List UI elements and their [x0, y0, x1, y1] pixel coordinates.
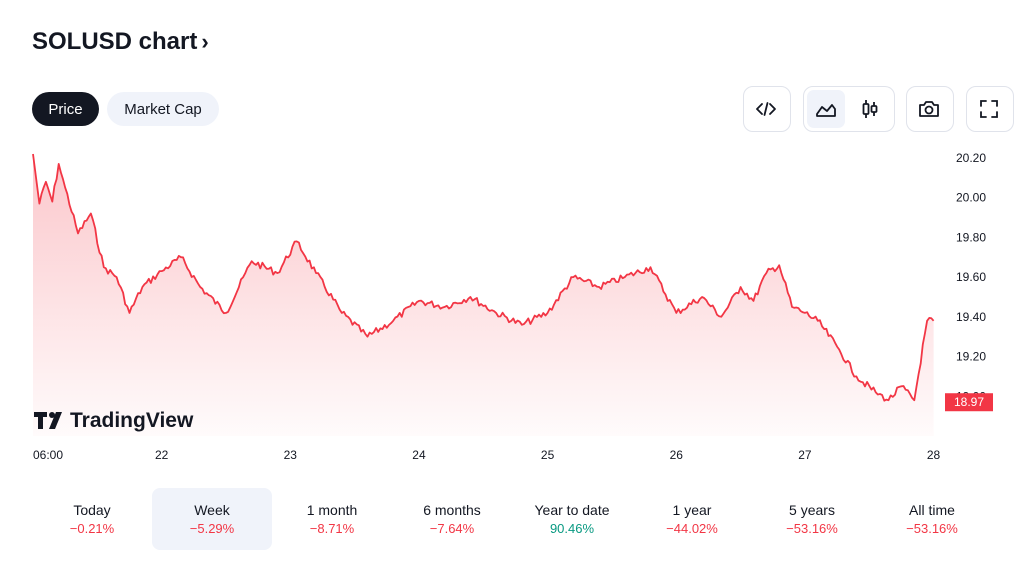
- y-tick-label: 19.80: [956, 230, 986, 244]
- embed-button-group: [743, 86, 791, 132]
- embed-code-icon: [756, 102, 776, 116]
- period-change: 90.46%: [549, 521, 595, 536]
- x-tick-label: 27: [798, 448, 812, 462]
- tradingview-watermark: TradingView: [34, 409, 194, 432]
- y-tick-label: 19.60: [956, 270, 986, 284]
- candlestick-button[interactable]: [851, 90, 889, 128]
- fullscreen-button-group: [966, 86, 1014, 132]
- period-1-year[interactable]: 1 year −44.02%: [632, 488, 752, 550]
- chevron-right-icon[interactable]: ›: [201, 29, 209, 54]
- x-tick-label: 24: [412, 448, 426, 462]
- period-change: −0.21%: [69, 521, 115, 536]
- tradingview-logo-icon: [34, 412, 62, 429]
- period-change: −7.64%: [429, 521, 475, 536]
- period-label: 6 months: [423, 502, 481, 518]
- period-change: −53.16%: [786, 521, 838, 536]
- y-tick-label: 20.20: [956, 151, 986, 165]
- period-6-months[interactable]: 6 months −7.64%: [392, 488, 512, 550]
- y-tick-label: 19.40: [956, 310, 986, 324]
- x-tick-label: 25: [541, 448, 555, 462]
- period-label: 1 year: [672, 502, 712, 518]
- area-chart-button[interactable]: [807, 90, 845, 128]
- snapshot-button-group: [906, 86, 954, 132]
- period-change: −44.02%: [666, 521, 718, 536]
- fullscreen-button[interactable]: [970, 90, 1008, 128]
- x-tick-label: 26: [670, 448, 684, 462]
- x-tick-label: 06:00: [33, 448, 63, 462]
- embed-code-button[interactable]: [747, 90, 785, 128]
- period-selector: Today −0.21% Week −5.29% 1 month −8.71% 6 m…: [32, 488, 992, 550]
- camera-icon: [919, 101, 939, 117]
- period-change: −8.71%: [309, 521, 355, 536]
- period-week[interactable]: Week −5.29%: [152, 488, 272, 550]
- x-tick-label: 22: [155, 448, 169, 462]
- period-year-to-date[interactable]: Year to date 90.46%: [512, 488, 632, 550]
- last-price-marker: 18.97: [945, 393, 993, 412]
- market-cap-toggle[interactable]: Market Cap: [107, 92, 219, 126]
- y-tick-label: 20.00: [956, 191, 986, 205]
- price-area-fill: [33, 154, 934, 436]
- period-change: −5.29%: [189, 521, 235, 536]
- price-toggle[interactable]: Price: [32, 92, 99, 126]
- period-5-years[interactable]: 5 years −53.16%: [752, 488, 872, 550]
- price-series-line: [32, 153, 935, 402]
- chart-title-text[interactable]: SOLUSD chart: [32, 28, 198, 55]
- period-label: 5 years: [789, 502, 835, 518]
- period-label: Today: [73, 502, 111, 518]
- period-all-time[interactable]: All time −53.16%: [872, 488, 992, 550]
- period-label: All time: [909, 502, 955, 518]
- y-tick-label: 19.20: [956, 350, 986, 364]
- period-change: −53.16%: [906, 521, 958, 536]
- period-label: 1 month: [306, 502, 358, 518]
- fullscreen-icon: [980, 100, 998, 118]
- last-price-label: 18.97: [954, 395, 984, 409]
- snapshot-button[interactable]: [910, 90, 948, 128]
- area-chart-icon: [816, 104, 836, 117]
- period-1-month[interactable]: 1 month −8.71%: [272, 488, 392, 550]
- candlestick-icon: [862, 100, 878, 118]
- period-label: Week: [194, 502, 230, 518]
- x-tick-label: 28: [927, 448, 941, 462]
- tradingview-wordmark: TradingView: [70, 409, 194, 432]
- period-label: Year to date: [534, 502, 610, 518]
- period-today[interactable]: Today −0.21%: [32, 488, 152, 550]
- chart-title[interactable]: SOLUSD chart ›: [32, 28, 209, 56]
- chart-style-group: [803, 86, 895, 132]
- x-tick-label: 23: [284, 448, 298, 462]
